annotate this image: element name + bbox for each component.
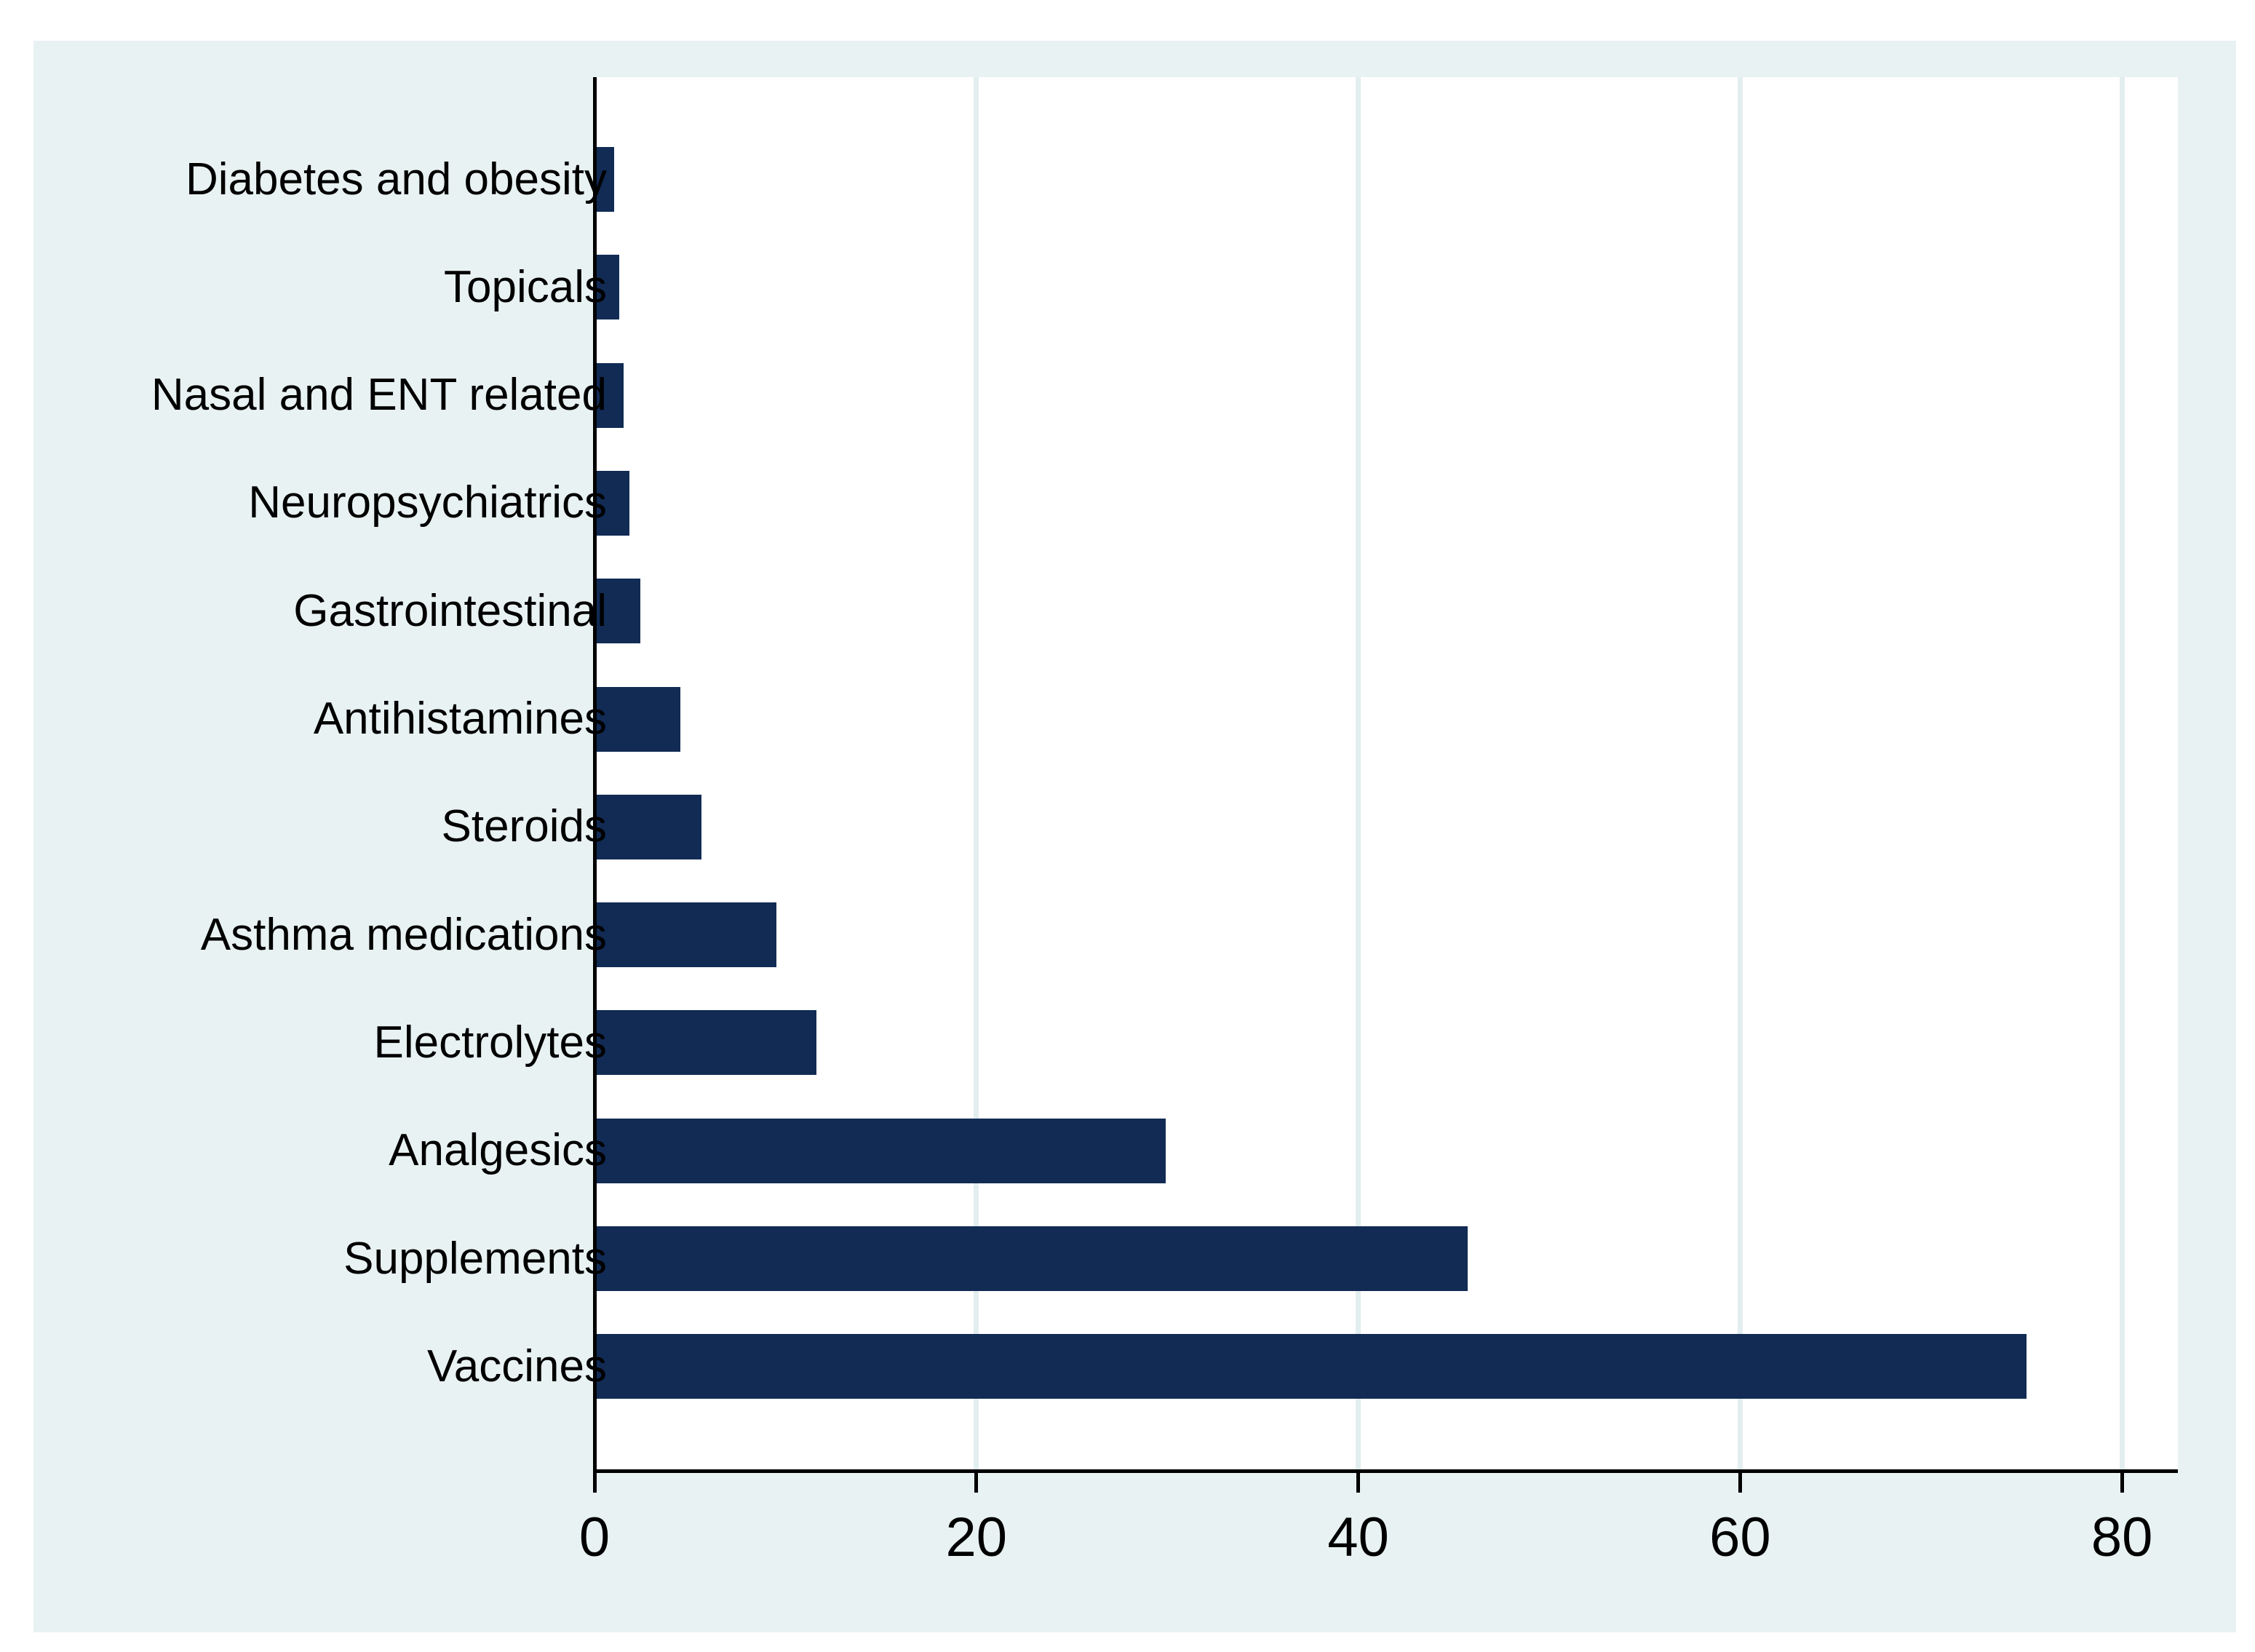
gridline-x-60 (1737, 77, 1743, 1469)
x-axis-line (593, 1469, 2178, 1473)
x-tick-40 (1356, 1473, 1361, 1493)
x-tick-label: 60 (1709, 1506, 1771, 1568)
bar-steroids (597, 794, 702, 859)
category-label: Analgesics (389, 1125, 607, 1176)
category-label: Diabetes and obesity (185, 154, 607, 204)
bar-vaccines (597, 1334, 2027, 1399)
bar-electrolytes (597, 1010, 816, 1076)
x-tick-80 (2120, 1473, 2124, 1493)
x-tick-20 (974, 1473, 979, 1493)
bar-nasal-and-ent-related (597, 362, 624, 428)
gridline-x-40 (1356, 77, 1361, 1469)
bar-neuropsychiatrics (597, 470, 629, 536)
x-tick-label: 80 (2091, 1506, 2153, 1568)
category-label: Asthma medications (200, 909, 607, 960)
x-tick-label: 40 (1327, 1506, 1389, 1568)
bar-analgesics (597, 1118, 1166, 1183)
category-label: Supplements (343, 1233, 607, 1284)
bar-supplements (597, 1226, 1468, 1291)
category-label: Antihistamines (313, 694, 607, 744)
x-tick-label: 20 (945, 1506, 1008, 1568)
bar-antihistamines (597, 686, 681, 752)
bar-diabetes-and-obesity (597, 147, 614, 212)
x-tick-label: 0 (578, 1506, 611, 1568)
bar-topicals (597, 255, 620, 320)
category-label: Steroids (441, 801, 607, 852)
category-label: Neuropsychiatrics (248, 477, 607, 528)
y-axis-line (593, 77, 597, 1473)
x-tick-60 (1738, 1473, 1742, 1493)
category-label: Vaccines (427, 1341, 607, 1391)
gridline-x-80 (2119, 77, 2125, 1469)
category-label: Topicals (444, 261, 607, 312)
x-tick-0 (592, 1473, 597, 1493)
graph-background: Diabetes and obesity Topicals Nasal and EN… (33, 41, 2236, 1632)
gridline-x-20 (974, 77, 979, 1469)
category-label: Nasal and ENT related (151, 370, 607, 421)
bar-gastrointestinal (597, 579, 641, 644)
category-label: Gastrointestinal (293, 585, 607, 636)
bar-asthma-medications (597, 902, 776, 968)
category-label: Electrolytes (373, 1017, 607, 1068)
